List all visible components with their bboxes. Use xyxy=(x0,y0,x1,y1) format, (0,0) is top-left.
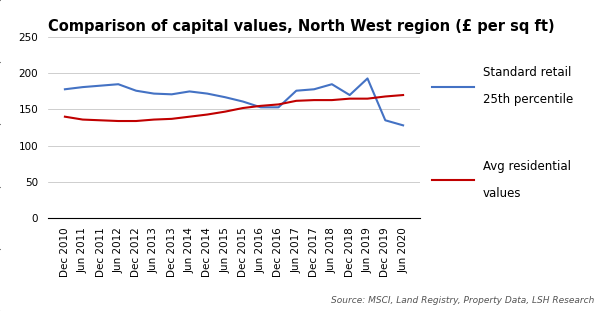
Text: Avg residential: Avg residential xyxy=(483,160,571,173)
Text: Source: MSCI, Land Registry, Property Data, LSH Research: Source: MSCI, Land Registry, Property Da… xyxy=(331,296,594,305)
Text: values: values xyxy=(483,187,521,200)
Text: 25th percentile: 25th percentile xyxy=(483,93,573,106)
Text: Standard retail: Standard retail xyxy=(483,66,571,79)
Text: Comparison of capital values, North West region (£ per sq ft): Comparison of capital values, North West… xyxy=(48,19,554,34)
